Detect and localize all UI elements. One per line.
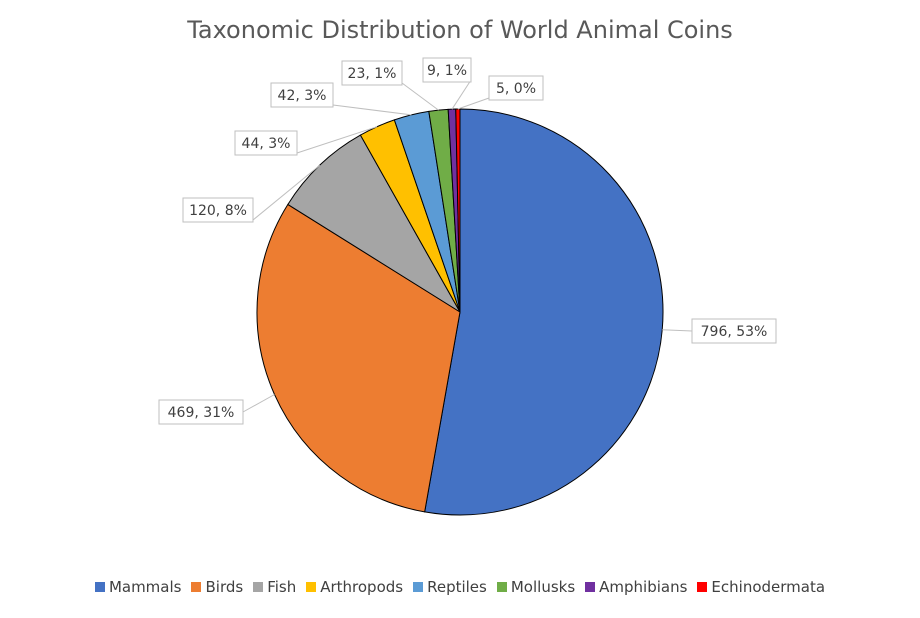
data-label-reptiles: 42, 3%	[278, 88, 327, 104]
legend-item-mollusks: Mollusks	[496, 578, 576, 596]
data-label-box-reptiles	[270, 82, 334, 108]
leader-line-reptiles	[332, 104, 412, 116]
legend-label: Echinodermata	[711, 578, 826, 596]
legend-label: Reptiles	[427, 578, 487, 596]
pie-slice-birds	[256, 203, 461, 513]
legend-item-amphibians: Amphibians	[585, 578, 687, 596]
leader-line-mollusks	[401, 82, 439, 111]
legend-item-echinodermata: Echinodermata	[697, 578, 825, 596]
data-label-box-birds	[158, 399, 244, 425]
data-label-box-mollusks	[341, 60, 403, 86]
leader-line-fish	[252, 164, 321, 221]
legend-label: Arthropods	[320, 578, 404, 596]
legend-label: Birds	[205, 578, 244, 596]
legend: Mammals Birds Fish Arthropods Reptiles Mollus…	[0, 578, 920, 596]
data-label-mollusks: 23, 1%	[348, 66, 397, 82]
legend-swatch	[496, 582, 507, 592]
chart-title: Taxonomic Distribution of World Animal C…	[187, 16, 733, 44]
data-label-echinodermata: 5, 0%	[496, 81, 536, 97]
data-label-mammals: 796, 53%	[701, 324, 768, 340]
data-label-birds: 469, 31%	[168, 405, 235, 421]
legend-label: Amphibians	[599, 578, 688, 596]
data-label-amphibians: 9, 1%	[427, 63, 467, 79]
legend-label: Mammals	[108, 578, 182, 596]
legend-swatch	[585, 582, 596, 592]
pie-slice-mammals	[424, 108, 664, 516]
leader-line-echinodermata	[457, 97, 490, 110]
data-label-box-amphibians	[422, 57, 472, 83]
data-label-box-echinodermata	[488, 75, 544, 101]
data-label-box-mammals	[691, 318, 777, 344]
legend-label: Fish	[267, 578, 297, 596]
pie-slice-echinodermata	[455, 108, 461, 313]
data-label-box-arthropods	[234, 130, 298, 156]
legend-item-mammals: Mammals	[94, 578, 182, 596]
legend-swatch	[94, 582, 105, 592]
data-label-arthropods: 44, 3%	[242, 136, 291, 152]
legend-item-reptiles: Reptiles	[413, 578, 487, 596]
legend-swatch	[306, 582, 317, 592]
leader-line-arthropods	[296, 126, 378, 154]
legend-item-fish: Fish	[253, 578, 296, 596]
leader-line-birds	[242, 394, 275, 413]
legend-swatch	[253, 582, 264, 592]
legend-swatch	[413, 582, 424, 592]
data-label-box-fish	[182, 197, 254, 223]
leader-line-amphibians	[451, 79, 472, 110]
legend-item-arthropods: Arthropods	[306, 578, 403, 596]
legend-swatch	[697, 582, 708, 592]
legend-swatch	[191, 582, 202, 592]
legend-label: Mollusks	[510, 578, 576, 596]
legend-item-birds: Birds	[191, 578, 243, 596]
data-label-fish: 120, 8%	[189, 203, 247, 219]
leader-line-mammals	[662, 329, 693, 332]
